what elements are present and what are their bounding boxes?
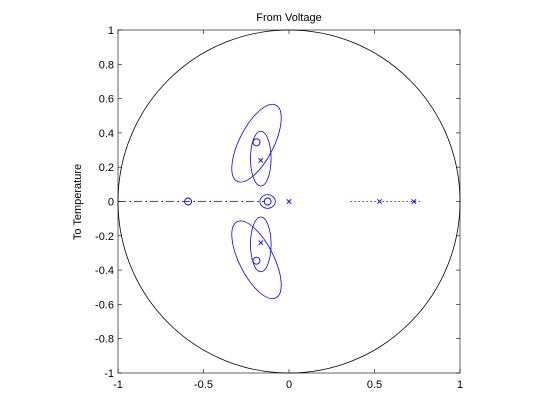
y-tick-label: -1	[104, 368, 114, 380]
pole-marker	[377, 198, 383, 205]
y-tick-label: -0.8	[95, 334, 114, 346]
plot-area: -1 -0.5 0 0.5 1 1 0.8 0.6 0.4 0.2 0 -0.2 -0.4 -0.6 -0.…	[95, 25, 463, 391]
y-tick-label: -0.2	[95, 231, 114, 243]
y-axis-label: To Temperature	[72, 164, 84, 240]
x-tick-label: -1	[113, 379, 123, 391]
pole-marker	[411, 198, 417, 205]
uncertainty-ellipse	[231, 103, 282, 183]
y-tick-label: 1	[108, 25, 114, 37]
chart-title: From Voltage	[256, 12, 321, 24]
zero-marker	[252, 138, 261, 147]
x-tick-label: 1	[457, 379, 463, 391]
x-tick-label: -0.5	[194, 379, 213, 391]
uncertainty-ellipse	[250, 130, 272, 187]
zero-marker	[263, 197, 272, 206]
pole-marker	[258, 240, 264, 246]
y-tick-label: 0.4	[99, 128, 114, 140]
zero-marker	[252, 256, 261, 265]
zero-marker	[184, 197, 193, 206]
y-tick-label: -0.4	[95, 265, 114, 277]
pole-marker	[286, 198, 292, 205]
y-tick-label: 0	[108, 197, 114, 209]
y-tick-label: -0.6	[95, 299, 114, 311]
y-tick-label: 0.6	[99, 94, 114, 106]
y-tick-label: 0.2	[99, 162, 114, 174]
x-tick-label: 0	[286, 379, 292, 391]
x-tick-label: 0.5	[367, 379, 382, 391]
y-tick-label: 0.8	[99, 59, 114, 71]
uncertainty-ellipse	[231, 220, 282, 300]
pole-marker	[258, 157, 264, 163]
uncertainty-ellipse	[250, 216, 272, 273]
uncertainty-ellipse	[259, 194, 276, 209]
